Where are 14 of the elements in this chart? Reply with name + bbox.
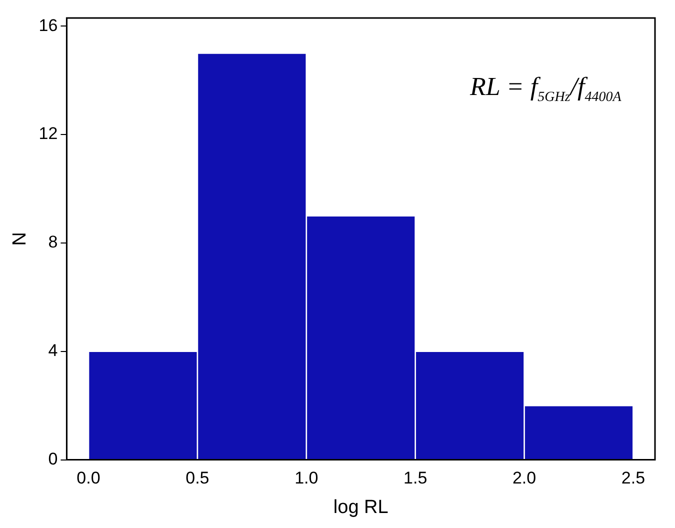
- y-axis-title: N: [10, 232, 31, 246]
- x-tick-label: 2.0: [512, 468, 536, 488]
- y-tick-label: 4: [48, 341, 58, 360]
- x-axis-title: log RL: [333, 496, 388, 518]
- x-tick-label: 1.5: [404, 468, 428, 488]
- x-tick-label: 2.5: [621, 468, 646, 488]
- x-tick-label: 0.5: [186, 468, 210, 488]
- x-tick-label: 1.0: [294, 468, 318, 488]
- y-tick-label: 16: [38, 16, 58, 35]
- y-tick-label: 12: [38, 124, 58, 144]
- annotation: RL = f$_{5GHz}$/f$_{4400A}$: [470, 72, 622, 106]
- x-tick-label: 0.0: [76, 468, 100, 488]
- y-tick-label: 8: [48, 232, 58, 252]
- y-tick-label: 0: [48, 449, 58, 468]
